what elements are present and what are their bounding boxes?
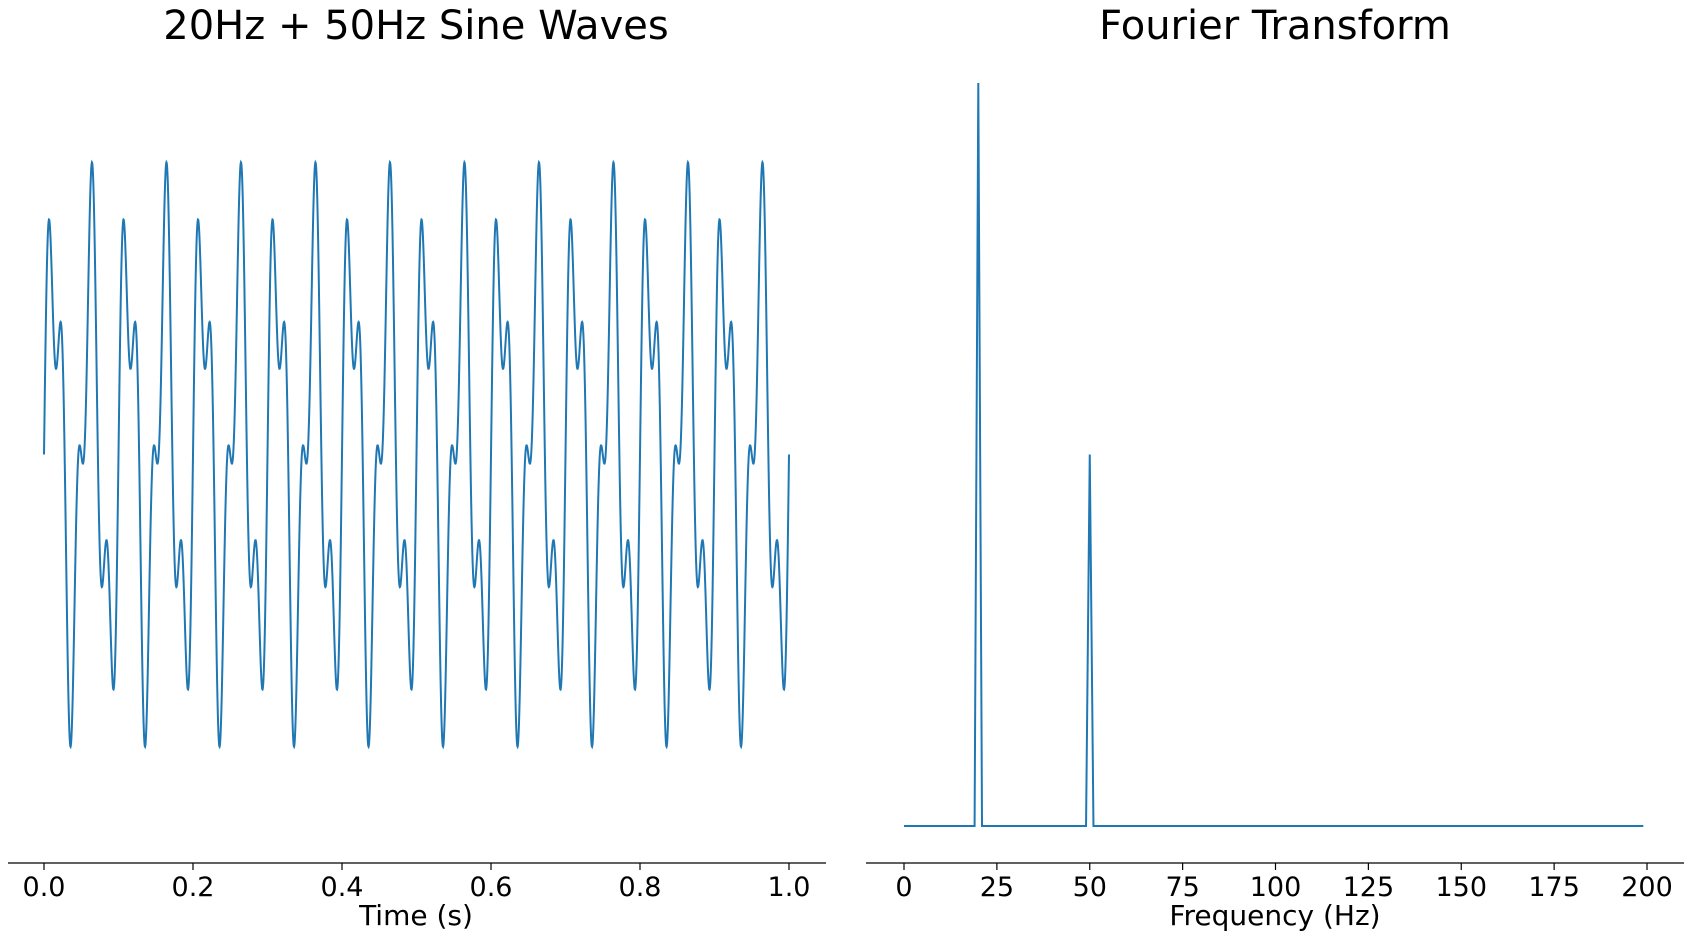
fft-x-ticks: 0 25 50 75 100 125 150 175 200 (895, 863, 1673, 903)
fft-x-tick-label: 0 (895, 872, 912, 903)
time-x-tick-label: 0.2 (172, 872, 215, 903)
fft-x-tick-label: 150 (1435, 872, 1487, 903)
fft-x-tick-label: 75 (1165, 872, 1199, 903)
fft-x-tick-label: 200 (1621, 872, 1673, 903)
fft-x-tick-label: 125 (1343, 872, 1395, 903)
fft-chart-title: Fourier Transform (1099, 3, 1451, 49)
time-x-axis-label: Time (s) (358, 899, 473, 932)
fft-x-tick-label: 50 (1073, 872, 1107, 903)
time-x-tick-label: 0.4 (321, 872, 364, 903)
time-domain-subplot: 20Hz + 50Hz Sine Waves 0.0 0.2 0.4 0.6 0.8 1.… (8, 3, 826, 932)
fft-x-tick-label: 175 (1528, 872, 1580, 903)
time-x-tick-label: 0.6 (470, 872, 513, 903)
time-x-tick-label: 0.0 (23, 872, 66, 903)
time-chart-title: 20Hz + 50Hz Sine Waves (163, 3, 668, 49)
fft-series-line (904, 82, 1644, 827)
frequency-domain-subplot: Fourier Transform 0 25 50 75 100 125 150 175 200… (866, 3, 1684, 932)
time-x-tick-label: 0.8 (619, 872, 662, 903)
fft-x-tick-label: 100 (1250, 872, 1302, 903)
time-series-line (43, 159, 790, 750)
time-x-tick-label: 1.0 (768, 872, 811, 903)
fft-x-tick-label: 25 (980, 872, 1014, 903)
fft-x-axis-label: Frequency (Hz) (1169, 899, 1380, 932)
time-x-ticks: 0.0 0.2 0.4 0.6 0.8 1.0 (23, 863, 811, 903)
